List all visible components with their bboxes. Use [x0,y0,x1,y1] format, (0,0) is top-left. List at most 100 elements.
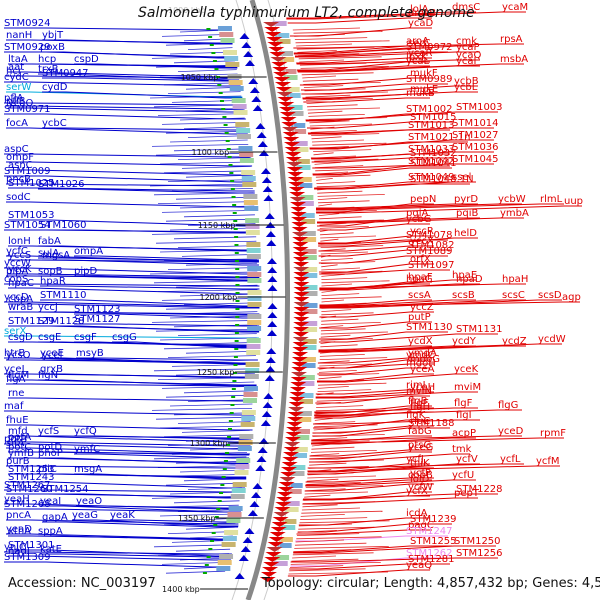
gene-arrow-minus [266,240,277,246]
leader-line-minus [175,196,254,200]
gene-label-minus: STM1267 [4,480,51,491]
gene-label-minus: STM1309 [4,552,51,563]
gene-arrow-plus [271,522,288,527]
gene-arrow-plus [292,257,309,262]
leader-line-plus [318,343,562,352]
leader-line-plus [314,407,434,417]
gene-arrow-plus [292,252,309,257]
leader-line-plus [317,386,349,389]
leader-line-plus [292,555,337,559]
green-marker [216,508,221,510]
feature-tile [238,146,253,151]
leader-line-plus [294,34,345,37]
leader-line-plus [321,264,338,268]
gene-arrow-minus [256,456,267,462]
gene-label-plus: serC [408,38,430,49]
leader-line-minus [151,320,258,323]
green-marker [232,204,237,206]
gene-arrow-plus [290,202,307,207]
green-marker [204,564,209,566]
feature-tile [280,57,295,62]
gene-arrow-plus [291,232,308,237]
leader-line-minus [157,553,230,556]
leader-line-minus [163,434,250,438]
gene-label-plus: STM1042 [408,156,455,167]
leader-line-minus [179,469,245,473]
gene-label-minus: STM1301 [8,540,55,551]
leader-line-minus [185,438,249,442]
leader-line-minus [153,456,247,460]
leader-line-minus [8,187,255,192]
gene-label-plus: lpxK [406,52,428,63]
leader-line-plus [316,203,478,209]
gene-label-plus: cmk [456,36,477,47]
leader-line-minus [183,478,244,482]
leader-line-plus [316,205,582,214]
feature-tile [245,224,260,229]
gene-label-minus: yeaO [76,496,102,507]
leader-line-minus [177,69,237,72]
leader-line-plus [286,11,476,19]
scale-tick-label: 1300 kbp [190,439,228,448]
leader-line-plus [290,562,381,565]
leader-line-minus [175,108,244,112]
gene-label-plus: STM1049 [408,172,455,183]
leader-line-minus [167,355,256,358]
gene-arrow-minus [239,33,250,39]
gene-arrow-plus [293,302,310,307]
leader-line-plus [302,497,478,505]
leader-line-plus [288,571,389,575]
leader-line-minus [169,403,253,407]
leader-line-minus [187,223,256,226]
plus-strand-arrows [259,22,310,582]
green-marker [223,124,228,126]
gene-arrow-plus [293,292,310,297]
leader-line-plus [318,235,434,244]
green-marker [233,220,238,222]
gene-arrow-plus [275,87,292,92]
green-marker [206,556,211,558]
gene-label-plus: cobB [408,470,433,481]
leader-line-plus [321,274,345,277]
gene-label-minus: potD [38,442,62,453]
green-marker [206,28,211,30]
feature-tile [246,248,261,253]
gene-arrow-plus [276,497,293,502]
leader-line-plus [312,142,387,146]
leader-line-plus [310,453,340,456]
feature-tile [292,129,307,134]
gene-arrow-plus [266,37,283,42]
leader-line-plus [306,98,373,101]
gene-arrow-minus [266,258,277,264]
leader-line-plus [319,301,580,307]
feature-tile [301,219,316,224]
feature-tile [241,176,256,181]
leader-line-plus [311,157,452,163]
gene-label-minus: purB [6,456,30,467]
leader-line-plus [316,373,478,383]
leader-line-minus [74,63,238,69]
gene-arrow-plus [292,337,309,342]
gene-label-plus: scsB [452,290,475,301]
gene-arrow-plus [293,322,310,327]
green-marker [225,140,230,142]
gene-label-plus: uup [564,196,583,207]
gene-label-minus: cydD [42,82,68,93]
green-marker [233,356,238,358]
gene-label-plus: hpaH [502,274,528,285]
gene-arrow-plus [277,97,294,102]
feature-tile [293,141,308,146]
gene-label-minus: ycel [42,350,62,361]
gene-arrow-plus [290,372,307,377]
leader-line-plus [305,91,389,95]
green-marker [235,260,240,262]
feature-tile [272,21,287,26]
gene-label-minus: ompF [6,152,34,163]
leader-line-minus [157,465,246,468]
leader-line-minus [157,377,255,380]
gene-arrow-minus [242,537,253,543]
gene-arrow-minus [266,330,277,336]
gene-label-plus: STM1188 [408,418,455,429]
gene-label-minus: sodC [6,192,31,203]
gene-arrow-plus [273,72,290,77]
